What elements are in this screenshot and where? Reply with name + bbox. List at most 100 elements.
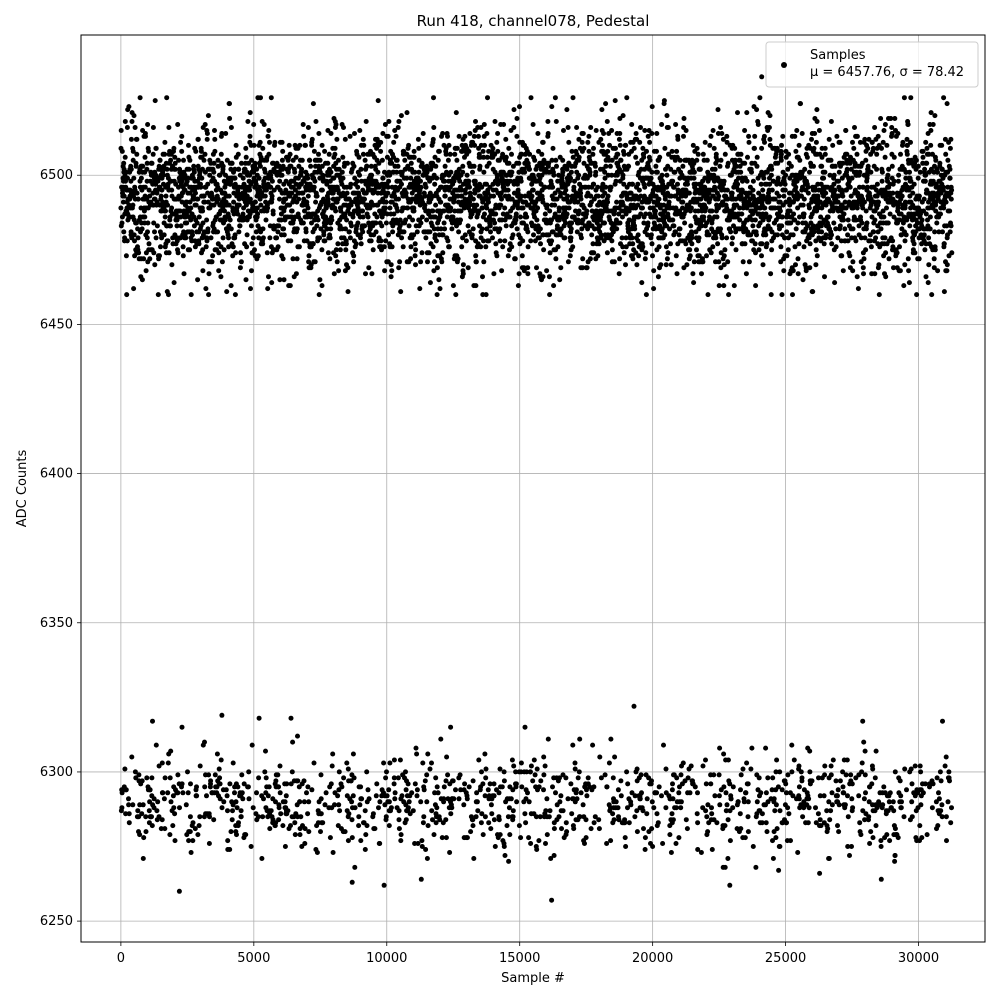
data-point <box>725 856 731 861</box>
data-point <box>362 223 368 229</box>
data-point <box>456 166 462 172</box>
data-point <box>578 790 584 796</box>
data-point <box>714 157 720 163</box>
data-point <box>795 256 801 262</box>
data-point <box>644 796 650 802</box>
data-point <box>497 238 503 244</box>
data-point <box>778 244 784 250</box>
data-point <box>800 814 806 820</box>
data-point <box>803 268 809 274</box>
data-point <box>204 217 210 223</box>
data-point <box>691 259 697 265</box>
data-point <box>740 259 746 265</box>
data-point <box>146 808 152 814</box>
data-point <box>220 163 226 169</box>
data-point <box>203 286 209 292</box>
data-point <box>715 107 721 113</box>
data-point <box>316 292 322 298</box>
data-point <box>411 148 417 154</box>
data-point <box>598 775 604 781</box>
data-point <box>195 832 201 838</box>
data-point <box>745 829 751 835</box>
data-point <box>592 163 598 169</box>
data-point <box>792 133 798 139</box>
data-point <box>526 835 532 841</box>
data-point <box>321 232 327 238</box>
data-point <box>738 772 744 778</box>
data-point <box>311 760 317 766</box>
data-point <box>406 223 412 229</box>
data-point <box>351 163 357 169</box>
data-point <box>754 232 759 238</box>
data-point <box>675 136 681 142</box>
data-point <box>424 169 430 175</box>
data-point <box>518 214 523 220</box>
data-point <box>395 208 401 214</box>
data-point <box>249 241 255 247</box>
data-point <box>649 241 655 247</box>
data-point <box>764 829 770 835</box>
data-point <box>533 814 539 820</box>
data-point <box>767 181 773 187</box>
data-point <box>122 766 128 772</box>
data-point <box>683 128 689 133</box>
data-point <box>472 178 478 184</box>
data-point <box>302 826 308 832</box>
data-point <box>411 208 417 214</box>
data-point <box>268 95 274 101</box>
data-point <box>795 220 801 226</box>
data-point <box>513 781 519 787</box>
data-points <box>118 74 955 903</box>
data-point <box>570 154 576 160</box>
data-point <box>741 799 747 805</box>
data-point <box>510 163 516 169</box>
data-point <box>745 781 751 787</box>
data-point <box>750 223 756 229</box>
data-point <box>172 166 178 172</box>
data-point <box>232 166 238 172</box>
data-point <box>621 250 627 256</box>
data-point <box>129 119 135 124</box>
data-point <box>639 790 644 796</box>
data-point <box>730 784 736 790</box>
data-point <box>805 820 811 826</box>
data-point <box>363 119 369 124</box>
data-point <box>686 190 692 196</box>
data-point <box>541 247 547 253</box>
data-point <box>220 235 226 241</box>
data-point <box>583 817 589 823</box>
data-point <box>528 95 534 101</box>
data-point <box>756 775 762 781</box>
data-point <box>709 208 715 214</box>
data-point <box>683 241 689 247</box>
data-point <box>724 802 730 808</box>
data-point <box>491 817 497 823</box>
data-point <box>123 169 129 175</box>
data-point <box>405 781 411 787</box>
data-point <box>718 250 724 256</box>
data-point <box>420 820 426 826</box>
data-point <box>252 199 258 205</box>
data-point <box>797 214 802 220</box>
data-point <box>484 181 489 187</box>
data-point <box>453 787 458 793</box>
data-point <box>565 193 571 199</box>
data-point <box>642 128 648 133</box>
data-point <box>547 808 553 814</box>
data-point <box>540 139 546 145</box>
data-point <box>122 119 128 124</box>
data-point <box>343 247 349 253</box>
data-point <box>624 95 630 101</box>
data-point <box>590 742 596 748</box>
data-point <box>356 823 362 829</box>
data-point <box>253 181 259 187</box>
data-point <box>132 125 138 130</box>
data-point <box>259 856 265 861</box>
data-point <box>750 178 756 184</box>
data-point <box>657 154 663 160</box>
data-point <box>578 196 584 202</box>
data-point <box>457 178 463 184</box>
data-point <box>467 131 473 136</box>
data-point <box>684 826 690 832</box>
data-point <box>215 196 221 202</box>
